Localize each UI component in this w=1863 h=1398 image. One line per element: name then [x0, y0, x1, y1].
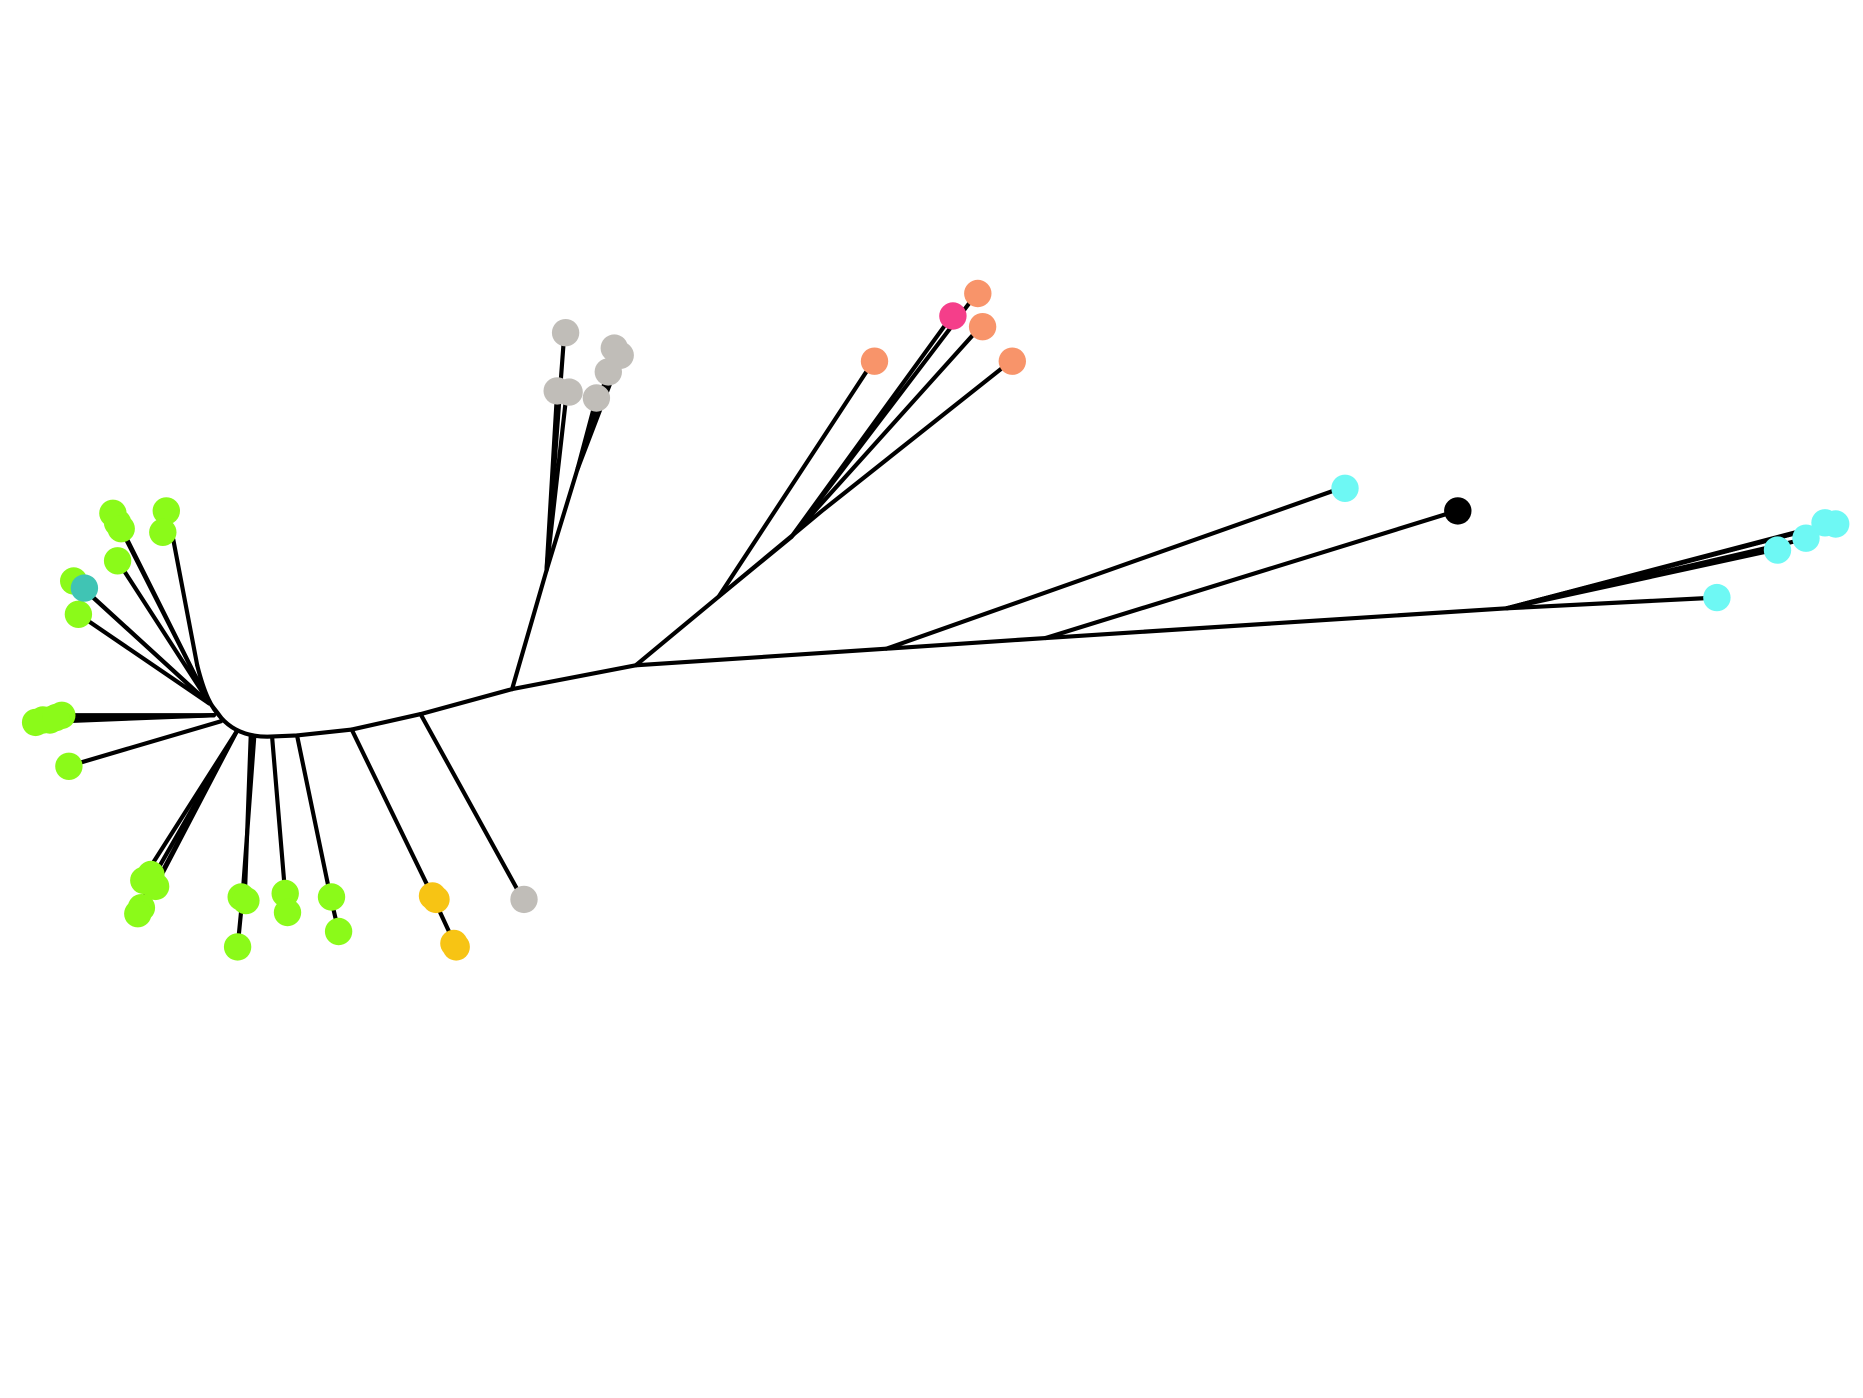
leaf-node-salmon: [964, 279, 992, 308]
leaf-node-gold: [442, 933, 470, 961]
tree-branch: [242, 734, 253, 901]
leaf-node-gray: [555, 378, 583, 406]
leaf-node-lime: [64, 600, 93, 628]
leaf-node-lime: [55, 752, 83, 780]
tree-branch: [76, 612, 212, 706]
leaf-node-lime: [42, 703, 70, 732]
tree-branch: [115, 558, 207, 698]
leaf-node-lime: [149, 518, 177, 546]
leaf-node-cyan: [1792, 524, 1820, 552]
tree-branches: [31, 291, 1838, 950]
leaf-node-salmon: [998, 347, 1026, 375]
leaf-node-lime: [232, 886, 260, 915]
leaf-node-gray: [510, 885, 538, 914]
leaf-node-lime: [152, 497, 180, 525]
tree-branch: [418, 711, 525, 902]
leaf-node-black: [1444, 497, 1472, 525]
leaf-node-gray: [551, 319, 580, 347]
leaf-node-cyan: [1703, 583, 1731, 612]
leaf-node-lime: [107, 515, 135, 543]
tree-branch: [65, 719, 224, 769]
tree-branch: [45, 713, 216, 723]
leaf-node-gold: [422, 885, 450, 914]
leaf-node-lime: [223, 933, 252, 961]
tree-branch: [633, 359, 876, 668]
tree-branch: [544, 390, 569, 573]
tree-branch: [1504, 595, 1718, 611]
leaf-node-gray: [594, 358, 622, 386]
tree-branch: [195, 529, 1803, 739]
tree-branch: [71, 577, 212, 706]
leaf-node-lime: [273, 898, 302, 927]
leaf-node-pink: [939, 302, 967, 330]
tree-branch: [789, 323, 984, 540]
tree-branch: [119, 525, 205, 692]
leaf-node-cyan: [1331, 474, 1359, 502]
tree-leaves: [21, 279, 1850, 961]
leaf-node-salmon: [968, 313, 997, 341]
tree-branch: [789, 291, 979, 540]
tree-branch: [1043, 508, 1459, 641]
tree-branch: [884, 485, 1346, 651]
leaf-node-lime: [124, 900, 152, 928]
leaf-node-teal: [70, 574, 99, 602]
tree-branch: [1504, 520, 1838, 611]
leaf-node-cyan: [1811, 509, 1839, 537]
leaf-node-lime: [317, 883, 346, 911]
leaf-node-cyan: [1763, 536, 1792, 564]
tree-branch: [140, 729, 239, 882]
leaf-node-lime: [130, 866, 158, 895]
leaf-node-salmon: [860, 347, 889, 375]
tree-branch: [716, 357, 1015, 599]
tree-branch: [716, 313, 954, 599]
leaf-node-gray: [582, 384, 611, 412]
leaf-node-lime: [103, 547, 132, 575]
leaf-node-lime: [324, 917, 353, 946]
tree-branch: [349, 727, 435, 898]
tree-branch: [154, 729, 239, 887]
